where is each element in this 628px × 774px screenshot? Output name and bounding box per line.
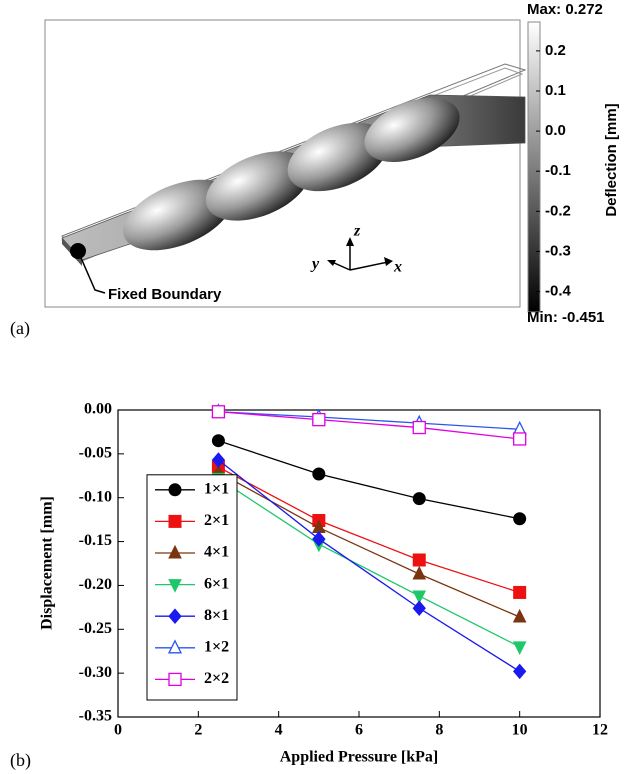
series-line bbox=[218, 411, 520, 440]
marker bbox=[412, 565, 427, 580]
series-line bbox=[218, 459, 521, 672]
legend-label: 6×1 bbox=[204, 575, 229, 592]
colorbar-min: Min: -0.451 bbox=[527, 309, 605, 326]
axis-letter: z bbox=[353, 223, 361, 240]
legend-label: 4×1 bbox=[204, 544, 229, 561]
legend-marker bbox=[168, 544, 182, 559]
colorbar bbox=[527, 21, 541, 313]
panel-label: (b) bbox=[10, 750, 31, 771]
x-tick-label: 2 bbox=[194, 722, 202, 739]
y-tick-label: -0.35 bbox=[79, 708, 112, 725]
colorbar-tick-label: 0.2 bbox=[545, 42, 566, 59]
colorbar-tick-label: -0.2 bbox=[545, 202, 571, 219]
marker bbox=[512, 641, 527, 655]
panel-label: (a) bbox=[10, 318, 30, 339]
marker bbox=[412, 420, 426, 435]
colorbar-tick-label: 0.0 bbox=[545, 122, 566, 139]
colorbar-tick-label: 0.1 bbox=[545, 82, 566, 99]
x-tick-label: 8 bbox=[435, 722, 443, 739]
marker bbox=[412, 492, 426, 506]
y-tick-label: -0.15 bbox=[79, 532, 112, 549]
marker bbox=[513, 512, 527, 526]
marker bbox=[513, 663, 527, 680]
colorbar-tick-label: -0.1 bbox=[545, 162, 571, 179]
marker bbox=[211, 434, 225, 448]
series-line bbox=[218, 466, 520, 594]
colorbar-label: Deflection [mm] bbox=[603, 103, 620, 216]
y-tick-label: -0.30 bbox=[79, 664, 112, 681]
colorbar-tick-label: -0.3 bbox=[545, 242, 571, 259]
y-tick-label: -0.20 bbox=[79, 576, 112, 593]
y-tick-label: -0.05 bbox=[79, 445, 112, 462]
legend-label: 8×1 bbox=[204, 607, 229, 624]
legend-marker bbox=[168, 514, 182, 528]
legend-label: 2×2 bbox=[204, 670, 229, 687]
colorbar-max: Max: 0.272 bbox=[527, 1, 603, 18]
legend-marker bbox=[168, 608, 182, 624]
series-line bbox=[218, 440, 520, 520]
legend-label: 1×1 bbox=[204, 480, 229, 497]
series-line bbox=[218, 477, 520, 648]
annotation: Fixed Boundary bbox=[108, 286, 222, 303]
legend-marker bbox=[167, 639, 183, 654]
legend-label: 1×2 bbox=[204, 638, 229, 655]
legend-marker bbox=[168, 672, 182, 687]
legend-marker bbox=[168, 483, 182, 497]
axis-letter: x bbox=[393, 259, 402, 276]
colorbar-tick-label: -0.4 bbox=[545, 283, 572, 300]
marker bbox=[211, 452, 226, 468]
model-render bbox=[61, 63, 527, 294]
x-axis-title: Applied Pressure [kPa] bbox=[280, 749, 439, 766]
y-axis-title: Displacement [mm] bbox=[39, 496, 56, 630]
legend-label: 2×1 bbox=[204, 512, 229, 529]
series-line bbox=[218, 471, 520, 618]
marker bbox=[211, 405, 226, 419]
marker bbox=[412, 590, 427, 605]
y-tick-label: -0.10 bbox=[79, 488, 112, 505]
y-tick-label: 0.00 bbox=[84, 401, 112, 418]
marker bbox=[312, 412, 326, 427]
y-tick-label: -0.25 bbox=[79, 620, 112, 637]
x-tick-label: 0 bbox=[114, 722, 122, 739]
x-tick-label: 4 bbox=[275, 722, 283, 739]
marker bbox=[312, 531, 326, 547]
marker bbox=[312, 467, 326, 481]
marker bbox=[412, 600, 426, 617]
x-tick-label: 10 bbox=[512, 722, 528, 739]
axis-letter: y bbox=[310, 256, 320, 273]
marker bbox=[513, 432, 527, 446]
x-tick-label: 12 bbox=[592, 722, 608, 739]
marker bbox=[513, 585, 527, 599]
series-line bbox=[218, 411, 520, 430]
marker bbox=[412, 553, 426, 567]
legend-marker bbox=[168, 579, 182, 593]
legend-box bbox=[146, 474, 238, 701]
marker bbox=[512, 608, 527, 623]
x-tick-label: 6 bbox=[355, 722, 363, 739]
